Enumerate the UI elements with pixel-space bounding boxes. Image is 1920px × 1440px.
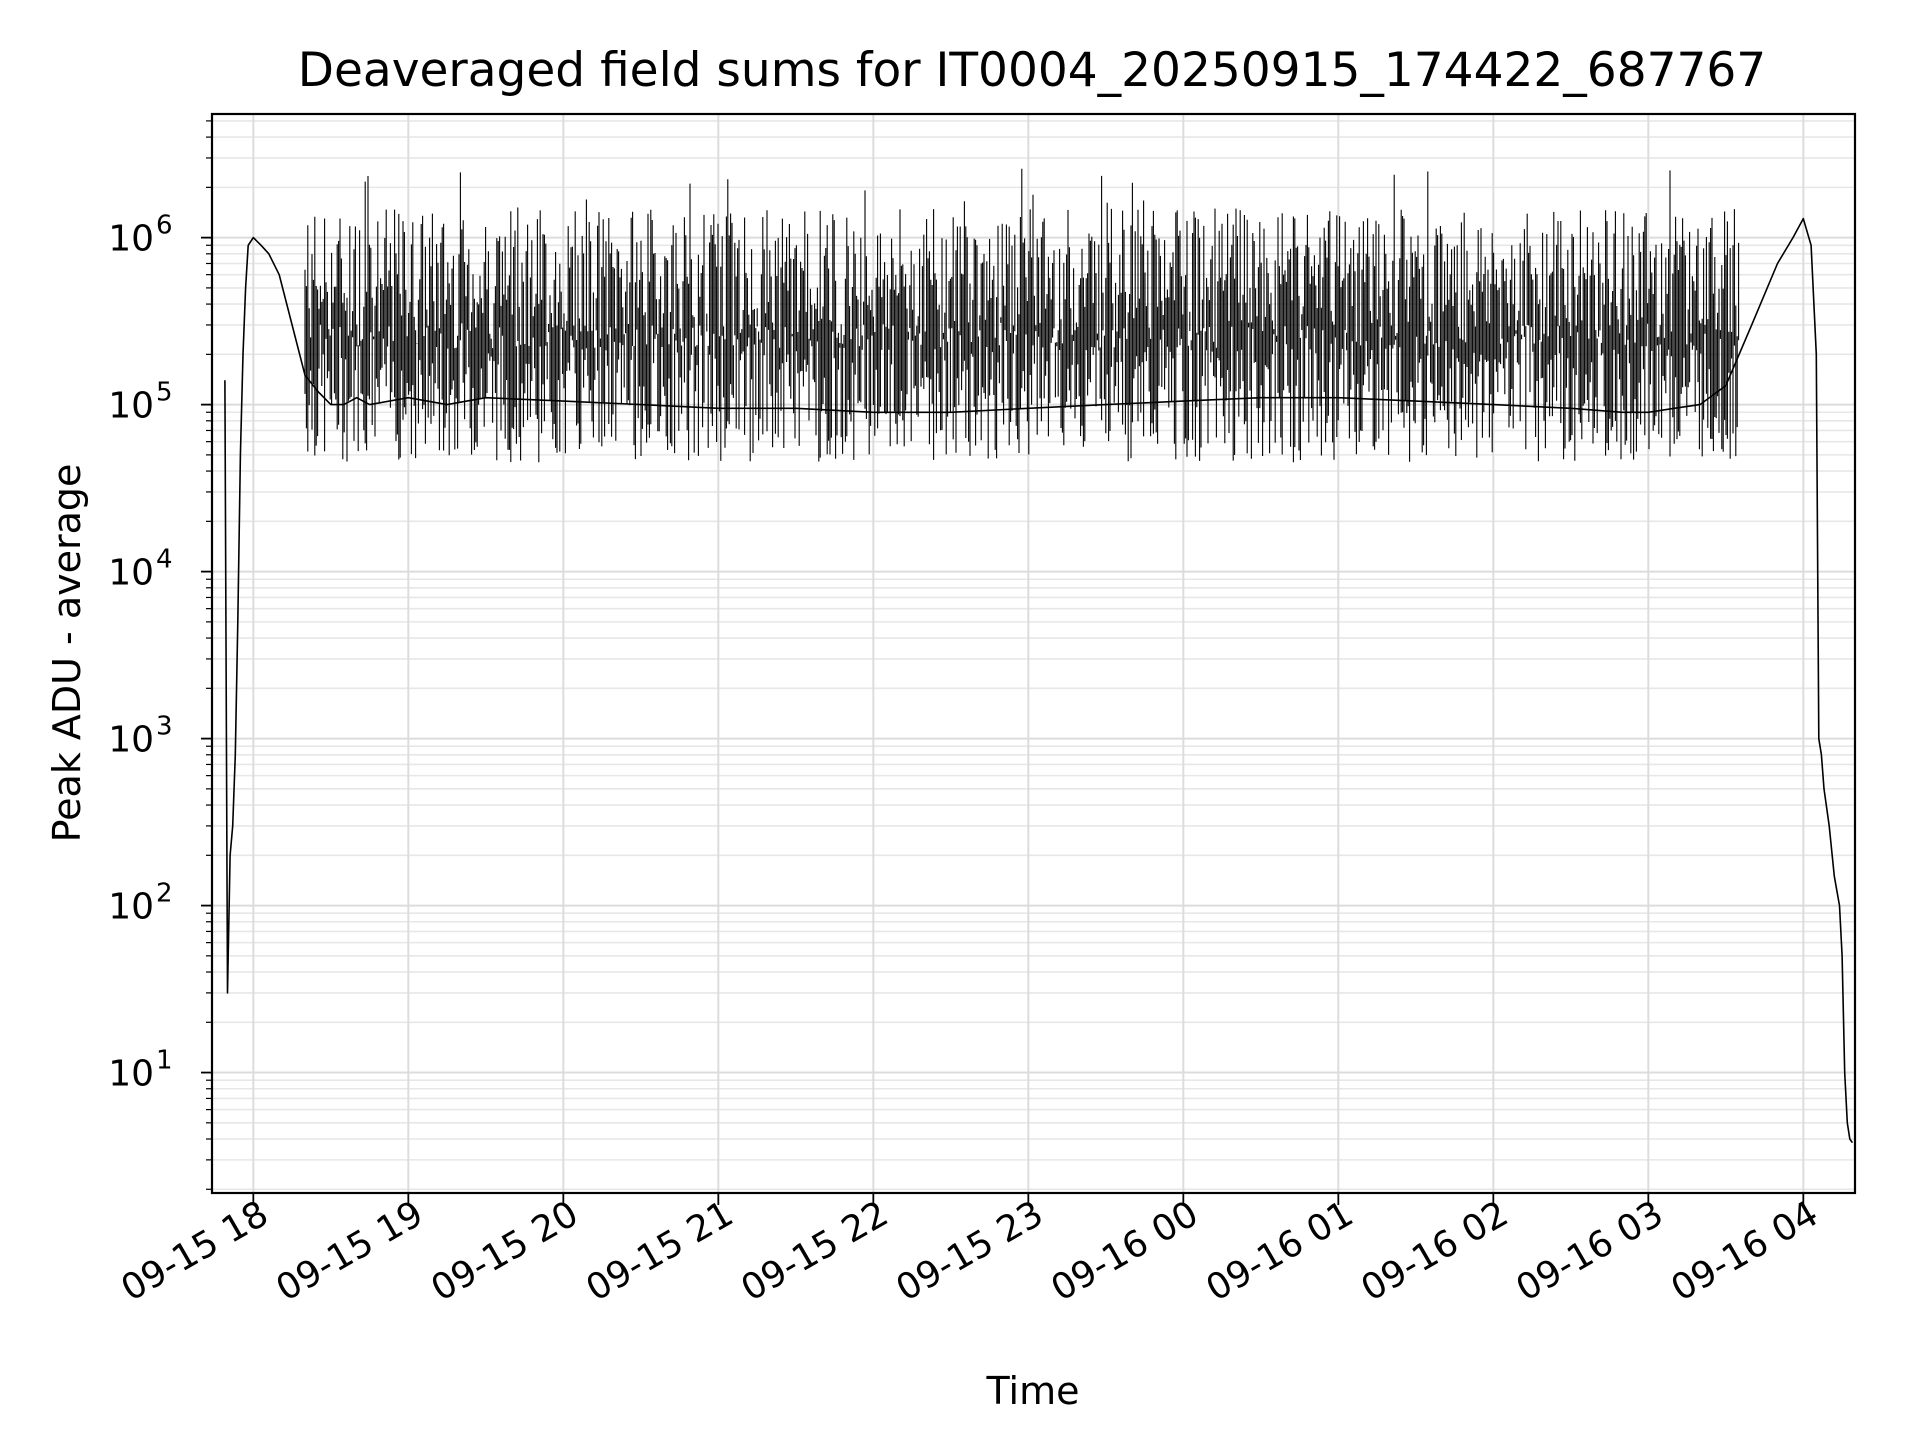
noise-spikes [304, 168, 1740, 463]
y-tick-label: 10 [108, 386, 154, 427]
y-tick-exponent: 4 [156, 545, 173, 575]
y-tick-label: 10 [108, 720, 154, 761]
plot-area [210, 112, 1857, 1195]
y-tick-exponent: 1 [156, 1046, 173, 1076]
series-line [224, 217, 1854, 1144]
y-tick-label: 10 [108, 887, 154, 928]
y-tick-label: 10 [108, 553, 154, 594]
x-axis-label: Time [986, 1369, 1080, 1413]
y-tick-exponent: 2 [156, 879, 173, 909]
noise-spike-path [304, 168, 1740, 463]
y-tick-label: 10 [108, 1054, 154, 1095]
y-tick-label: 10 [108, 219, 154, 260]
plot-frame [210, 112, 1857, 1195]
y-axis-label: Peak ADU - average [45, 464, 89, 843]
y-tick-exponent: 6 [156, 211, 173, 241]
chart-title: Deaveraged field sums for IT0004_2025091… [298, 43, 1766, 98]
y-tick-exponent: 5 [156, 378, 173, 408]
minor-gridlines [212, 120, 1855, 1191]
y-tick-exponent: 3 [156, 712, 173, 742]
